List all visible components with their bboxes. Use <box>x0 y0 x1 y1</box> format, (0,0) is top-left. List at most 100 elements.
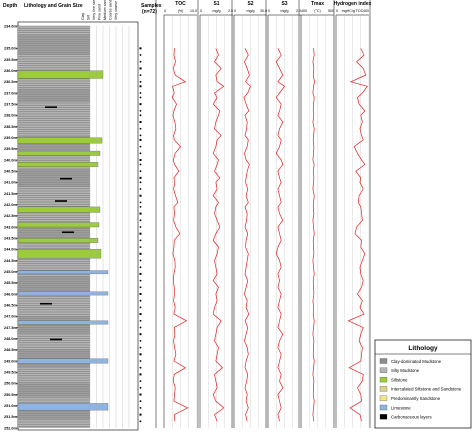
sample-marker <box>139 54 142 56</box>
depth-tick-label: 236.5m <box>4 80 18 84</box>
legend-swatch <box>379 404 388 411</box>
lithology-header: Lithology and Grain Size <box>24 3 83 9</box>
track-tick-label: 30.0 <box>260 9 267 13</box>
track-unit: mgHC/g TOC <box>342 9 364 13</box>
carbonaceous-layer <box>40 302 52 305</box>
depth-tick-label: 246.0m <box>4 292 18 296</box>
lithology-legend: Lithology Clay-dominated Mudstone Silty M… <box>374 339 472 429</box>
sample-marker <box>139 279 142 282</box>
legend-swatch <box>379 386 388 392</box>
sample-marker <box>139 407 142 409</box>
depth-tick-label: 239.0m <box>4 136 18 140</box>
track-unit: mg/g <box>247 9 255 13</box>
carbonaceous-layer <box>50 338 62 341</box>
grain-size-label: Fine sand <box>98 4 102 20</box>
depth-tick-label: 241.0m <box>4 181 18 185</box>
depth-tick-label: 243.0m <box>4 225 18 229</box>
siltstone-bed <box>17 70 104 79</box>
legend-label: Siltstone <box>391 377 408 382</box>
grain-size-label: Very coarse sand <box>114 0 118 20</box>
depth-tick-label: 245.0m <box>4 270 18 274</box>
track-tick-label: 500 <box>328 9 334 13</box>
legend-label: Silty Mudstone <box>391 368 420 373</box>
legend-item: Silty Mudstone <box>379 367 420 373</box>
grain-size-gridlines <box>89 26 130 428</box>
clay-mudstone-band <box>18 316 90 335</box>
limestone-bed <box>17 320 109 325</box>
legend-label: Limestone <box>391 405 411 410</box>
sample-marker <box>139 413 142 416</box>
siltstone-bed <box>17 238 99 243</box>
depth-tick-label: 240.0m <box>4 158 18 162</box>
series-line-s3 <box>275 48 285 422</box>
clay-mudstone-band <box>18 168 90 187</box>
sample-marker <box>139 340 142 342</box>
sample-marker <box>139 121 142 124</box>
legend-swatch <box>379 367 388 373</box>
siltstone-bed <box>17 222 100 228</box>
depth-tick-label: 235.5m <box>4 58 18 62</box>
legend-swatch <box>379 414 388 420</box>
depth-tick-label: 247.0m <box>4 315 18 319</box>
sample-marker <box>139 188 142 190</box>
sample-marker <box>139 373 142 376</box>
track-title: TOC <box>175 1 186 7</box>
legend-item: Intercalated Siltstone and Sandstone <box>379 386 462 392</box>
siltstone-bed <box>17 150 101 156</box>
depth-tick-label: 235.0m <box>4 47 18 51</box>
sample-marker <box>139 67 142 70</box>
depth-tick-label: 236.0m <box>4 69 18 73</box>
legend-item: Carbonaceous layers <box>379 414 432 420</box>
carbonaceous-layer <box>62 231 74 234</box>
sample-marker <box>139 252 142 255</box>
limestone-bed <box>17 358 109 364</box>
track-tick-label: 2.5 <box>228 9 233 13</box>
sample-marker <box>139 74 142 77</box>
depth-axis: 234.0m 235.0m 235.5m 236.0m 236.5m 237.0m 237.… <box>4 24 19 430</box>
track-tick-label: 400 <box>363 9 369 13</box>
depth-tick-label: 241.5m <box>4 192 18 196</box>
sample-marker <box>139 333 142 336</box>
track-title: Tmax <box>311 1 324 7</box>
sample-marker <box>139 226 142 228</box>
depth-tick-label: 243.5m <box>4 236 18 240</box>
limestone-bed <box>17 291 109 296</box>
series-line-s1 <box>212 48 225 422</box>
sample-marker <box>139 96 142 99</box>
legend-label: Intercalated Siltstone and Sandstone <box>391 387 462 392</box>
track-tick-label: 400 <box>301 9 307 13</box>
sample-marker <box>139 138 142 141</box>
sample-marker <box>139 181 142 184</box>
sample-marker <box>139 170 142 173</box>
sample-marker <box>139 239 142 242</box>
sample-marker <box>139 366 142 369</box>
sample-marker <box>139 360 142 362</box>
depth-tick-label: 249.0m <box>4 359 18 363</box>
sample-marker <box>139 103 142 106</box>
track-hydrogen-index: Hydrogen index mgHC/g TOC 0 400 <box>334 1 372 428</box>
track-tmax: Tmax (°C) 400 500 <box>300 1 335 428</box>
grain-size-label: Clay <box>81 13 85 20</box>
sample-marker <box>139 109 142 112</box>
depth-tick-label: 242.5m <box>4 214 18 218</box>
carbonaceous-layer <box>45 106 57 108</box>
series-line-toc <box>171 48 189 422</box>
sample-marker <box>139 159 142 161</box>
legend-swatch <box>379 358 388 364</box>
grain-size-label: Medium sand <box>103 0 107 20</box>
track-tick-label: 0 <box>336 9 338 13</box>
legend-item: Predominantly Sandstone <box>379 395 441 401</box>
legend-label: Clay-dominated Mudstone <box>391 359 442 364</box>
sample-marker <box>139 47 142 50</box>
depth-tick-label: 238.0m <box>4 114 18 118</box>
sample-marker <box>139 393 142 396</box>
track-tick-label: 0 <box>164 9 166 13</box>
depth-tick-label: 237.5m <box>4 102 18 106</box>
siltstone-bed <box>17 162 99 167</box>
legend-item: Clay-dominated Mudstone <box>379 358 442 364</box>
track-unit: mg/g <box>281 9 289 13</box>
siltstone-bed <box>17 137 103 144</box>
sample-marker <box>139 319 142 322</box>
track-title: S1 <box>213 1 219 7</box>
lithology-layers <box>17 25 109 428</box>
